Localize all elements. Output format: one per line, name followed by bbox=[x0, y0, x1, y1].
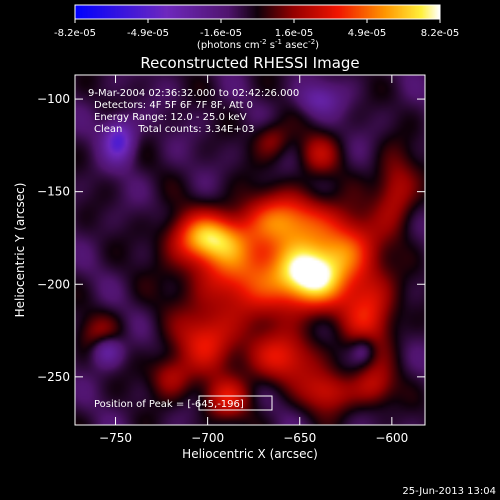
y-tick-label: −150 bbox=[37, 185, 70, 199]
annotations: 9-Mar-2004 02:36:32.000 to 02:42:26.000 … bbox=[88, 88, 299, 135]
colorbar-tick-label: -4.9e-05 bbox=[127, 28, 169, 39]
colorbar-tick-label: 4.9e-05 bbox=[348, 28, 386, 39]
y-axis-label: Heliocentric Y (arcsec) bbox=[13, 183, 27, 318]
x-axis-label: Heliocentric X (arcsec) bbox=[182, 447, 318, 461]
x-axis: −750 −700 −650 −600 bbox=[99, 75, 408, 445]
peak-position-label: Position of Peak = [-645,-196] bbox=[94, 399, 244, 410]
colorbar-tick-label: -1.6e-05 bbox=[200, 28, 242, 39]
y-tick-label: −200 bbox=[37, 277, 70, 291]
colorbar-tick-label: -8.2e-05 bbox=[54, 28, 96, 39]
plot-frame bbox=[74, 74, 426, 426]
colorbar-unit-label: (photons cm-2 s-1 asec-2) bbox=[197, 38, 319, 51]
colorbar: -8.2e-05 -4.9e-05 -1.6e-05 1.6e-05 4.9e-05 8.… bbox=[54, 4, 459, 51]
x-tick-label: −650 bbox=[283, 431, 316, 445]
x-tick-label: −600 bbox=[375, 431, 408, 445]
y-tick-label: −250 bbox=[37, 370, 70, 384]
colorbar-gradient bbox=[75, 5, 440, 19]
colorbar-frame bbox=[74, 4, 441, 20]
x-tick-label: −750 bbox=[99, 431, 132, 445]
x-tick-label: −700 bbox=[191, 431, 224, 445]
y-tick-label: −100 bbox=[37, 92, 70, 106]
peak-position-box bbox=[198, 395, 273, 411]
annotation-detectors: Detectors: 4F 5F 6F 7F 8F, Att 0 bbox=[94, 100, 253, 111]
colorbar-tick-label: 8.2e-05 bbox=[421, 28, 459, 39]
colorbar-ticks: -8.2e-05 -4.9e-05 -1.6e-05 1.6e-05 4.9e-05 8.… bbox=[54, 19, 459, 39]
chart-title: Reconstructed RHESSI Image bbox=[140, 54, 359, 72]
colorbar-tick-label: 1.6e-05 bbox=[275, 28, 313, 39]
heatmap-image bbox=[75, 75, 425, 425]
y-axis: −100 −150 −200 −250 bbox=[37, 92, 425, 384]
annotation-counts: Clean Total counts: 3.34E+03 bbox=[94, 124, 254, 135]
footer-timestamp: 25-Jun-2013 13:04 bbox=[402, 486, 496, 497]
annotation-time-range: 9-Mar-2004 02:36:32.000 to 02:42:26.000 bbox=[88, 88, 299, 99]
annotation-energy-range: Energy Range: 12.0 - 25.0 keV bbox=[94, 112, 247, 123]
